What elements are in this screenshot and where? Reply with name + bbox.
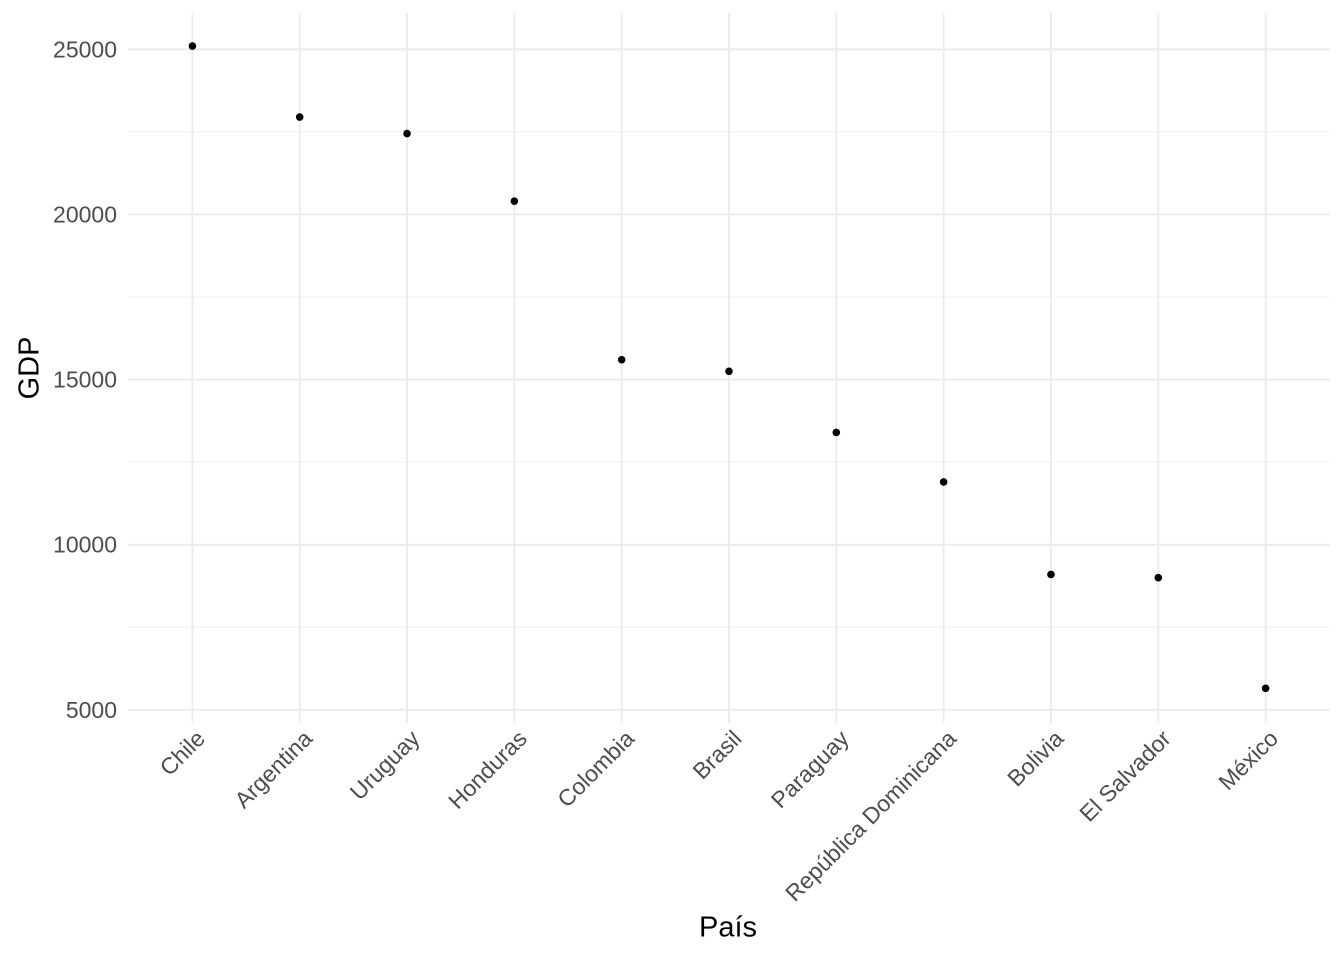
y-tick-label: 20000: [53, 201, 117, 227]
x-tick-label: Chile: [154, 725, 209, 780]
y-axis-title: GDP: [13, 336, 46, 400]
data-point: [617, 355, 626, 364]
data-point: [510, 197, 519, 206]
x-tick-label: Bolivia: [1002, 725, 1068, 791]
x-tick-label: México: [1213, 725, 1283, 795]
data-point: [295, 113, 304, 121]
data-point: [1047, 570, 1055, 579]
y-tick-label: 5000: [66, 697, 117, 723]
data-point: [1154, 573, 1163, 582]
data-point: [725, 367, 733, 376]
data-point: [1261, 684, 1270, 693]
x-tick-label: Argentina: [229, 725, 317, 813]
x-tick-label: Honduras: [443, 725, 532, 814]
x-tick-label: Uruguay: [345, 725, 425, 805]
data-point: [188, 42, 197, 50]
y-tick-label: 15000: [53, 367, 117, 393]
x-tick-label: Paraguay: [766, 725, 854, 813]
y-tick-label: 10000: [53, 532, 117, 558]
x-axis-title: País: [698, 911, 758, 944]
y-tick-label: 25000: [53, 36, 117, 62]
x-tick-label: El Salvador: [1074, 725, 1176, 827]
data-point: [403, 129, 411, 138]
data-point: [832, 428, 841, 437]
data-point: [939, 478, 948, 486]
x-tick-label: Brasil: [687, 725, 746, 784]
x-tick-label: Colombia: [552, 725, 639, 812]
